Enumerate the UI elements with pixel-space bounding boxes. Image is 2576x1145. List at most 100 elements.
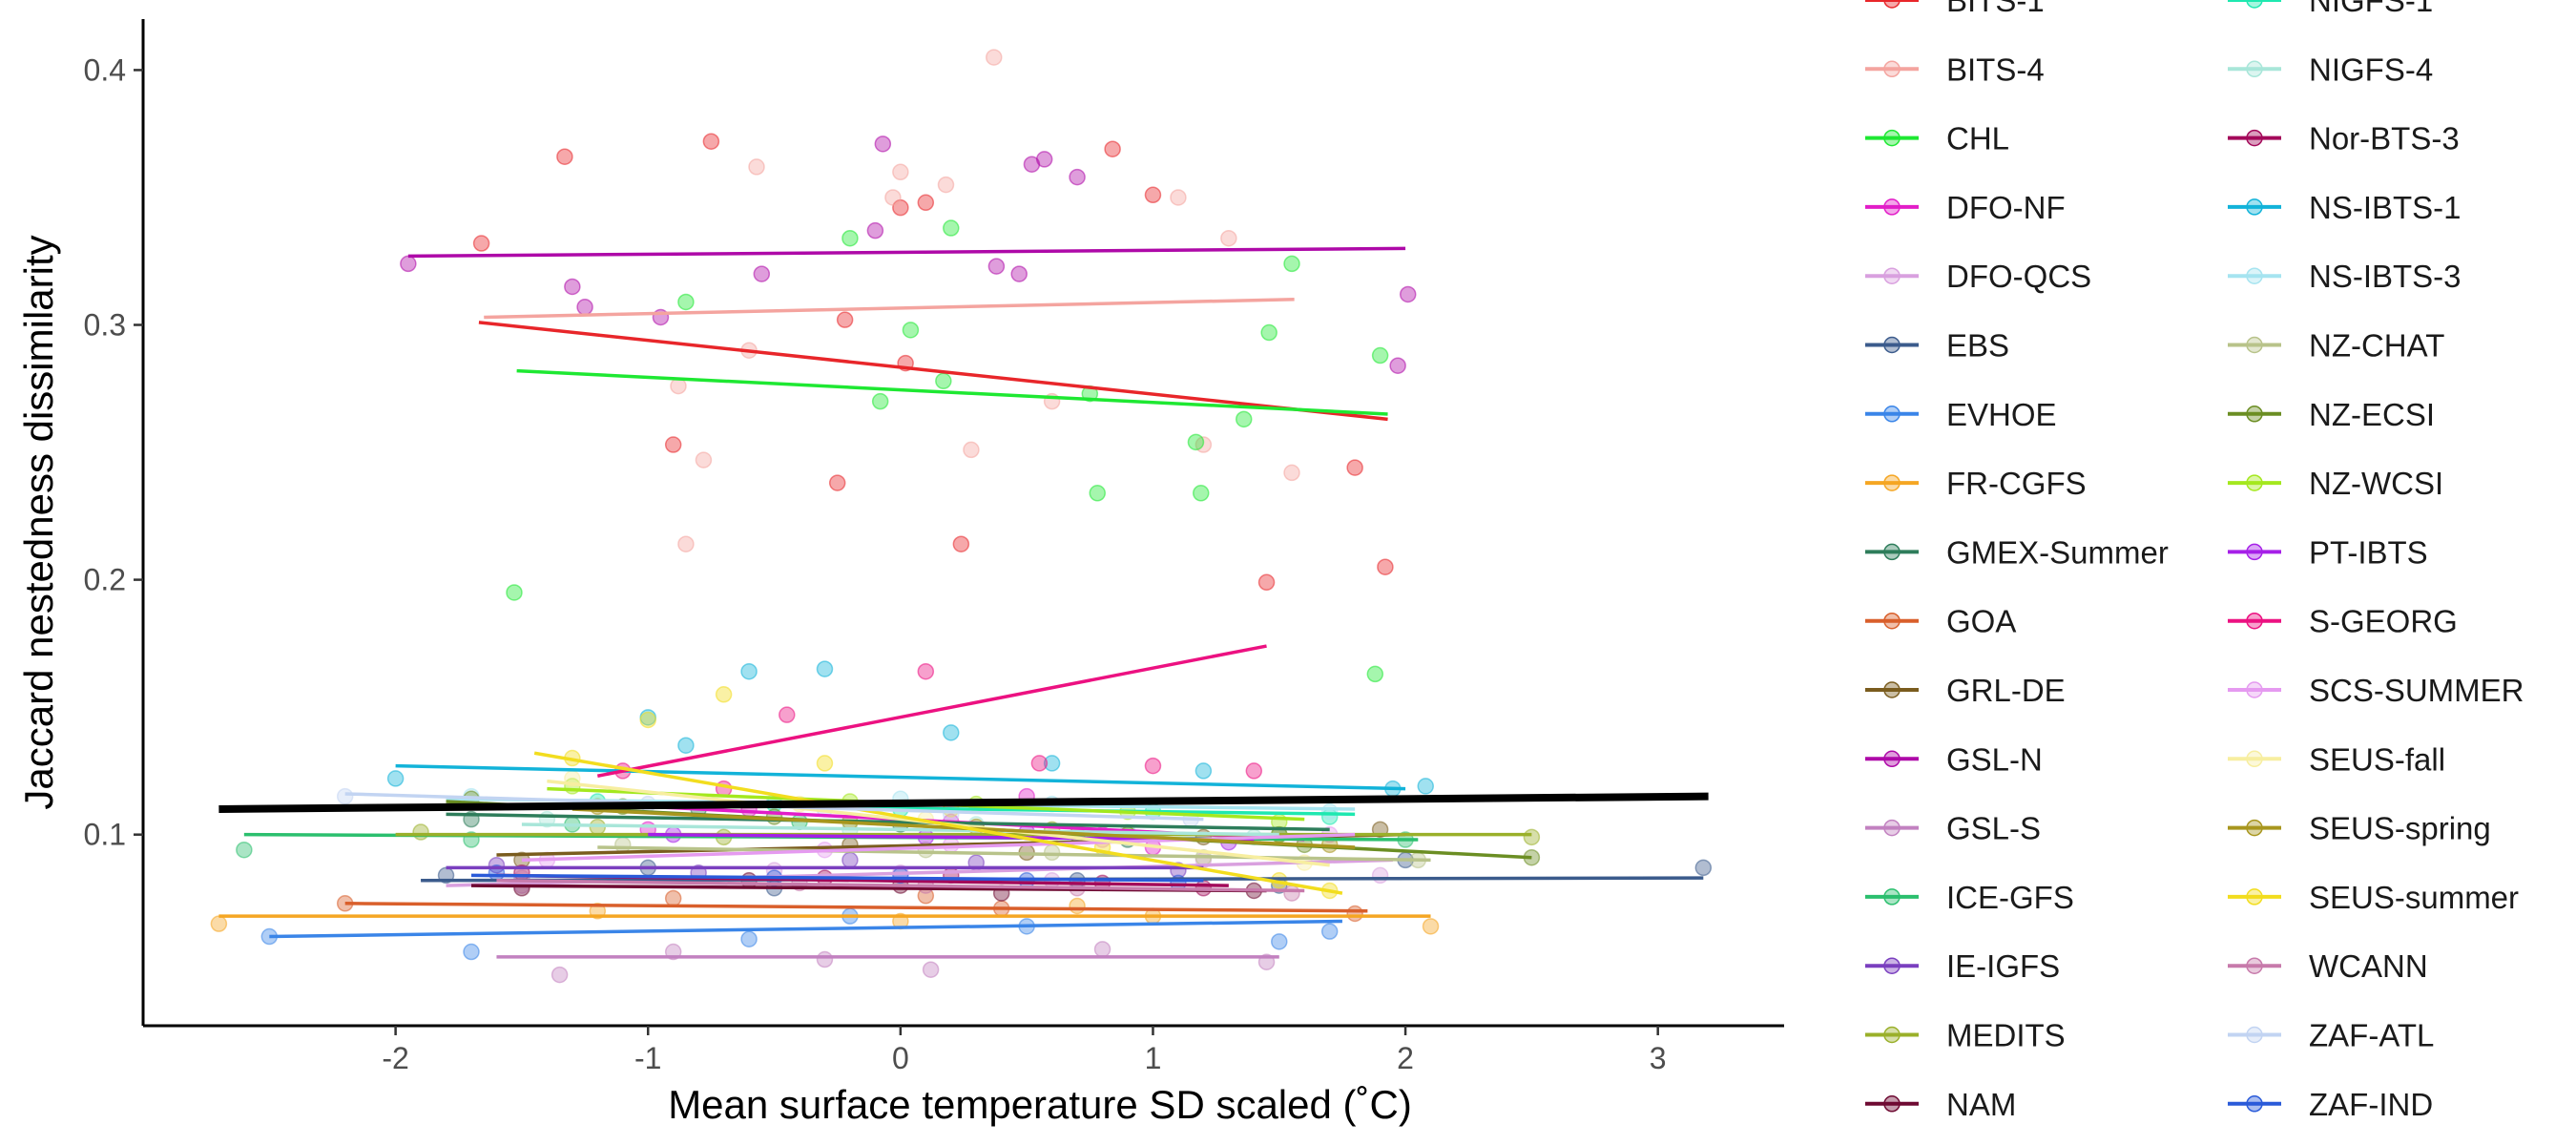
legend-item: ZAF-ATL: [2228, 1018, 2434, 1053]
data-point: [677, 535, 695, 552]
data-point: [937, 176, 955, 194]
legend-label: DFO-QCS: [1946, 259, 2091, 294]
data-point: [1093, 941, 1111, 958]
legend-key-point: [2246, 336, 2263, 354]
series-trend-line: [521, 832, 1356, 863]
legend-key-point: [2246, 543, 2263, 561]
data-point: [816, 755, 834, 772]
data-point: [871, 392, 889, 410]
data-point: [866, 221, 884, 239]
x-tick-label: 0: [892, 1041, 909, 1075]
legend-label: IE-IGFS: [1946, 948, 2060, 984]
data-point: [1320, 923, 1339, 940]
data-point: [987, 258, 1006, 275]
legend-label: FR-CGFS: [1946, 466, 2087, 501]
data-point: [740, 930, 758, 947]
legend-key-point: [1883, 888, 1901, 906]
data-point: [1043, 843, 1061, 862]
x-tick-label: 1: [1145, 1041, 1162, 1075]
data-point: [935, 372, 952, 390]
legend-item: NZ-CHAT: [2228, 328, 2444, 364]
series-trend-line: [516, 368, 1388, 416]
data-point: [1283, 255, 1300, 273]
legend-item: CHL: [1865, 121, 2009, 156]
legend-label: NZ-WCSI: [2309, 466, 2443, 501]
data-point: [677, 737, 695, 754]
series-trend-line: [478, 321, 1388, 422]
legend-item: PT-IBTS: [2228, 534, 2428, 570]
legend-key-point: [2246, 474, 2263, 491]
x-tick-label: -1: [634, 1041, 661, 1075]
legend-key-point: [2246, 957, 2263, 974]
legend-item: SCS-SUMMER: [2228, 673, 2524, 708]
legend-key-point: [2246, 198, 2263, 216]
data-point: [472, 235, 490, 252]
legend-item: DFO-NF: [1865, 190, 2066, 225]
legend-label: Nor-BTS-3: [2309, 121, 2460, 156]
legend-key-point: [2246, 129, 2263, 147]
series-trend-line: [597, 845, 1431, 863]
legend-item: NZ-WCSI: [2228, 466, 2443, 501]
data-point: [917, 662, 935, 680]
data-point: [748, 158, 765, 176]
data-point: [892, 163, 909, 181]
legend-item: MEDITS: [1865, 1018, 2066, 1053]
data-point: [639, 711, 656, 729]
data-point: [1371, 346, 1389, 364]
series-trend-line: [521, 822, 1279, 837]
legend-key-point: [1883, 1026, 1901, 1044]
data-point: [1346, 459, 1363, 476]
legend-key-point: [1883, 681, 1901, 698]
data-point: [1010, 265, 1028, 282]
legend-key-point: [2246, 60, 2263, 78]
data-point: [1170, 189, 1187, 206]
legend-label: CHL: [1946, 121, 2009, 156]
legend-item: NS-IBTS-3: [2228, 259, 2462, 294]
data-point: [1523, 828, 1541, 846]
legend-label: EVHOE: [1946, 397, 2057, 432]
data-point: [1399, 285, 1417, 303]
legend-label: SEUS-fall: [2309, 741, 2445, 777]
legend-item: EBS: [1865, 328, 2009, 364]
data-point: [1069, 168, 1086, 186]
data-point: [1235, 410, 1253, 428]
data-point: [1104, 140, 1121, 157]
data-point: [1371, 866, 1389, 885]
legend-key-point: [2246, 0, 2263, 9]
legend-key-point: [1883, 750, 1901, 768]
data-point: [1089, 485, 1106, 502]
legend-label: GSL-S: [1946, 811, 2041, 846]
legend-item: ZAF-IND: [2228, 1087, 2433, 1122]
legend-item: NAM: [1865, 1087, 2016, 1122]
legend-key-point: [1883, 198, 1901, 216]
data-point: [884, 189, 902, 206]
data-point: [1144, 757, 1162, 775]
data-point: [1195, 762, 1213, 780]
data-point: [210, 915, 228, 932]
data-point: [740, 662, 758, 680]
x-tick-label: -2: [382, 1041, 408, 1075]
data-point: [551, 966, 569, 984]
data-point: [828, 474, 846, 491]
data-point: [986, 49, 1003, 66]
series-trend-line: [596, 644, 1267, 778]
legend-key-point: [1883, 406, 1901, 423]
data-point: [336, 787, 354, 805]
y-axis-title: Jaccard nestedness dissimilarity: [16, 235, 61, 809]
legend-item: GOA: [1865, 604, 2016, 639]
legend-key-point: [2246, 267, 2263, 284]
data-point: [576, 299, 593, 316]
legend-item: NS-IBTS-1: [2228, 190, 2462, 225]
legend-item: NZ-ECSI: [2228, 397, 2435, 432]
data-point: [1035, 151, 1053, 168]
x-tick-label: 2: [1397, 1041, 1414, 1075]
data-point: [1144, 186, 1162, 204]
legend-key-point: [2246, 681, 2263, 698]
legend-label: ZAF-IND: [2309, 1087, 2433, 1122]
legend-label: NIGFS-1: [2309, 0, 2433, 18]
overall-trend-line: [218, 792, 1709, 813]
series-trend-line: [344, 902, 1368, 913]
legend-label: GRL-DE: [1946, 673, 2066, 708]
data-point: [753, 265, 771, 282]
